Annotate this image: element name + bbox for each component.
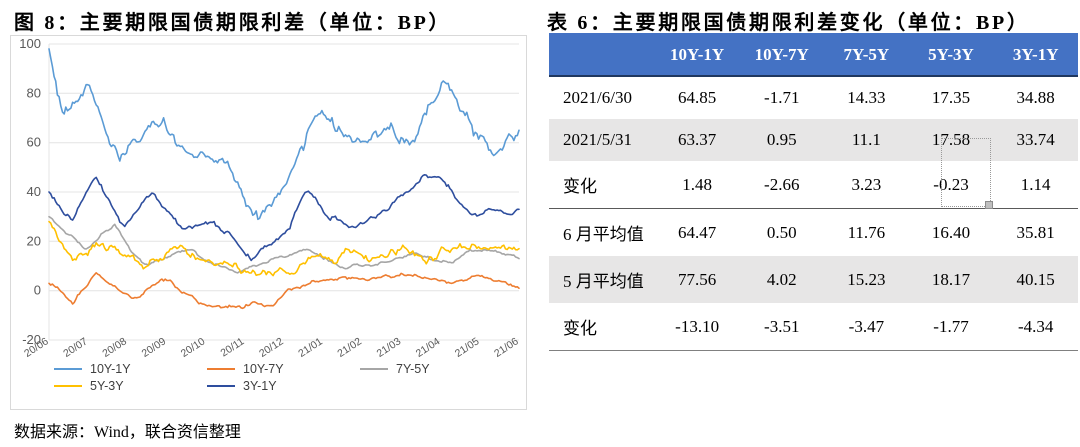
svg-text:21/06: 21/06 xyxy=(492,335,521,359)
svg-text:20/11: 20/11 xyxy=(219,335,247,359)
svg-text:20/12: 20/12 xyxy=(257,335,286,359)
svg-text:100: 100 xyxy=(19,36,41,51)
svg-text:21/03: 21/03 xyxy=(375,335,404,359)
svg-text:20/09: 20/09 xyxy=(140,335,169,359)
svg-text:20/07: 20/07 xyxy=(61,335,90,359)
svg-text:40: 40 xyxy=(27,184,41,199)
svg-text:21/04: 21/04 xyxy=(414,335,443,359)
svg-text:0: 0 xyxy=(34,283,41,298)
svg-text:80: 80 xyxy=(27,85,41,100)
svg-text:20/10: 20/10 xyxy=(179,335,208,359)
svg-text:21/01: 21/01 xyxy=(296,335,325,359)
svg-text:20: 20 xyxy=(27,233,41,248)
svg-text:60: 60 xyxy=(27,135,41,150)
svg-text:21/05: 21/05 xyxy=(453,335,482,359)
svg-text:21/02: 21/02 xyxy=(335,335,364,359)
svg-text:20/08: 20/08 xyxy=(100,335,129,359)
